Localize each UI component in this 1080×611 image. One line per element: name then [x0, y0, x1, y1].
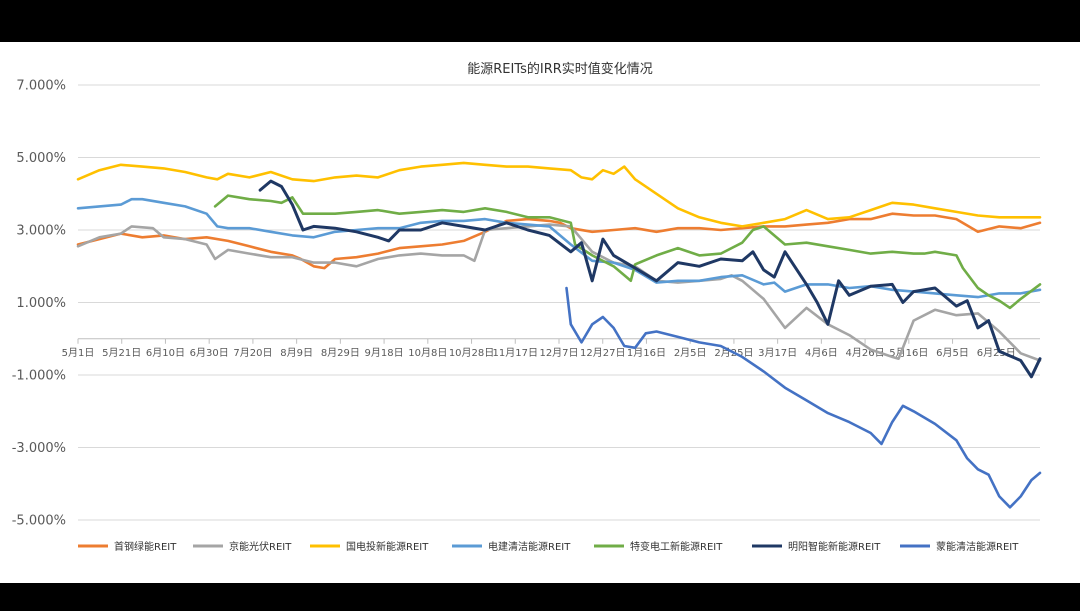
legend-label: 特变电工新能源REIT: [630, 540, 723, 553]
x-tick-label: 7月20日: [233, 347, 272, 359]
x-tick-label: 5月1日: [62, 347, 95, 359]
x-tick-label: 12月7日: [539, 347, 578, 359]
series-line-1: [76, 212, 1042, 270]
y-tick-label: 3.000%: [16, 224, 66, 239]
x-tick-label: 4月6日: [805, 347, 838, 359]
x-axis: 5月1日 5月21日 6月10日 6月30日 7月20日 8月9日 8月29日 9月18日 10…: [62, 338, 1040, 359]
line-chart: 能源REITs的IRR实时值变化情况 7.000% 5.000% 3.000% 1.0…: [12, 61, 1042, 553]
x-tick-label: 6月10日: [146, 347, 185, 359]
y-tick-label: -5.000%: [12, 514, 66, 529]
y-tick-label: 7.000%: [16, 79, 66, 94]
x-tick-label: 8月29日: [321, 347, 360, 359]
x-tick-label: 10月28日: [449, 347, 494, 359]
gridlines: [78, 84, 1040, 521]
x-tick-label: 5月21日: [102, 347, 141, 359]
series-line-7: [565, 286, 1042, 509]
series-line-3: [76, 161, 1042, 228]
x-tick-label: 9月18日: [365, 347, 404, 359]
y-tick-label: 1.000%: [16, 296, 66, 311]
x-tick-label: 12月27日: [580, 347, 625, 359]
legend-label: 明阳智能新能源REIT: [788, 540, 881, 553]
series-line-2: [76, 223, 1042, 362]
x-tick-label: 8月9日: [280, 347, 313, 359]
legend: 首钢绿能REIT 京能光伏REIT 国电投新能源REIT 电建清洁能源REIT 特变电工…: [78, 540, 1019, 553]
chart-canvas: 能源REITs的IRR实时值变化情况 7.000% 5.000% 3.000% 1.0…: [0, 42, 1080, 583]
x-tick-label: 1月16日: [627, 347, 666, 359]
legend-label: 电建清洁能源REIT: [488, 540, 571, 553]
legend-label: 国电投新能源REIT: [346, 540, 429, 553]
y-tick-label: -3.000%: [12, 441, 66, 456]
x-tick-label: 2月5日: [674, 347, 707, 359]
y-tick-label: 5.000%: [16, 151, 66, 166]
y-axis-ticks: 7.000% 5.000% 3.000% 1.000% -1.000% -3.000% -5…: [12, 79, 66, 529]
y-tick-label: -1.000%: [12, 369, 66, 384]
chart-title: 能源REITs的IRR实时值变化情况: [467, 61, 653, 77]
x-tick-label: 6月30日: [190, 347, 229, 359]
legend-label: 京能光伏REIT: [229, 540, 292, 553]
x-tick-label: 10月8日: [408, 347, 447, 359]
series-line-6: [258, 179, 1042, 379]
x-tick-label: 3月17日: [758, 347, 797, 359]
series-line-5: [213, 194, 1042, 310]
series-lines: [76, 161, 1042, 509]
legend-label: 蒙能清洁能源REIT: [936, 540, 1019, 553]
x-tick-label: 11月17日: [493, 347, 538, 359]
x-tick-label: 6月5日: [936, 347, 969, 359]
legend-label: 首钢绿能REIT: [114, 540, 177, 553]
